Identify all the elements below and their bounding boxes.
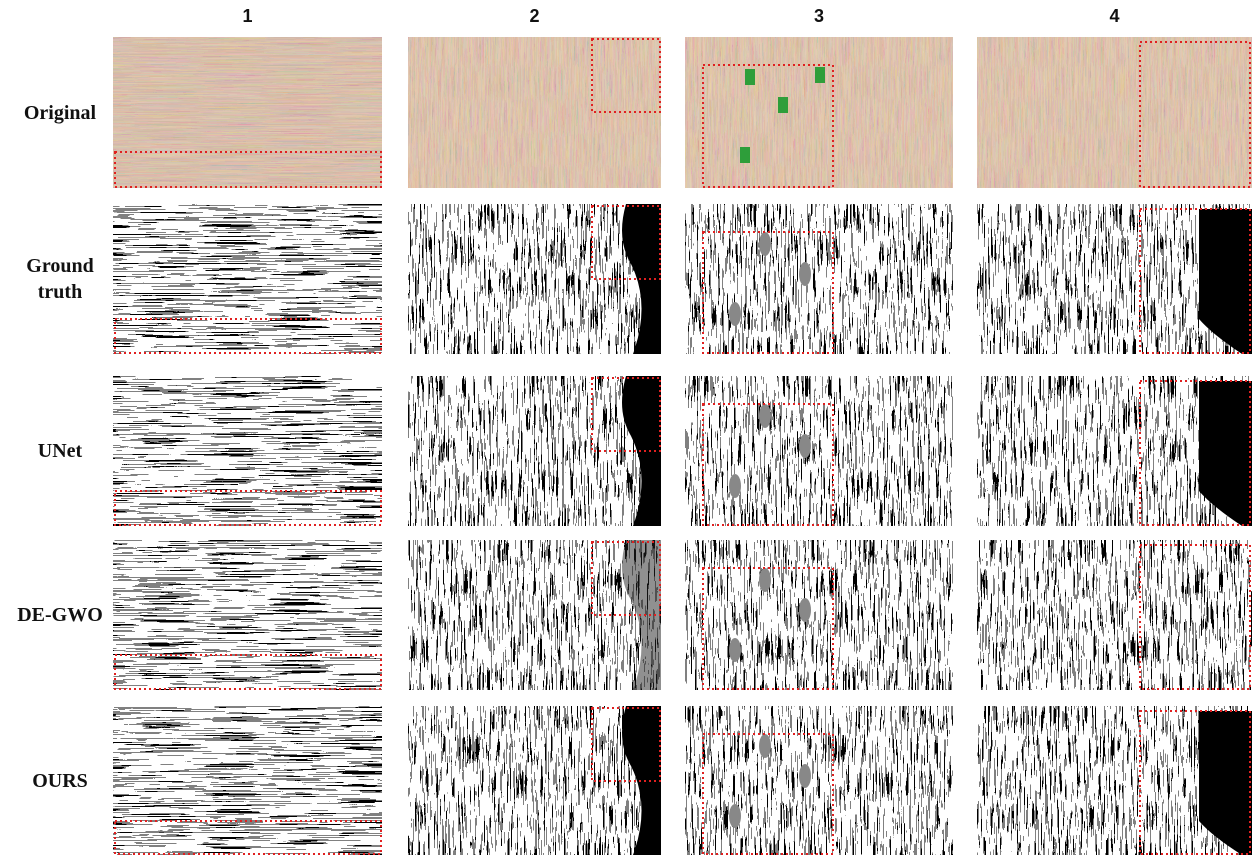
image-tile <box>408 204 661 354</box>
vehicle-mask <box>729 474 741 498</box>
image-tile <box>977 37 1252 188</box>
column-header: 1 <box>242 6 253 26</box>
image-tile <box>685 540 953 690</box>
highlight-box <box>702 403 834 526</box>
shadow-region <box>1199 381 1252 526</box>
image-tile <box>685 204 953 354</box>
vehicle-mask <box>759 404 771 428</box>
highlight-box <box>1139 710 1251 855</box>
row-label: Original <box>23 101 97 124</box>
vehicle-mask <box>759 568 771 592</box>
shadow-region <box>1199 209 1252 354</box>
vehicle-mask <box>729 638 741 662</box>
highlight-box <box>591 707 661 782</box>
vehicle-mask <box>799 764 811 788</box>
vehicle-mask <box>799 262 811 286</box>
highlight-box <box>1139 544 1251 690</box>
highlight-box <box>1139 41 1251 188</box>
vehicle-mask <box>799 434 811 458</box>
highlight-box <box>114 820 382 855</box>
image-tile <box>408 37 661 188</box>
shadow-region <box>622 204 661 354</box>
image-tile <box>113 540 382 690</box>
vehicle <box>778 97 788 113</box>
vehicle-mask <box>759 232 771 256</box>
image-tile <box>408 540 661 690</box>
shadow-region <box>622 540 661 690</box>
highlight-box <box>702 567 834 690</box>
image-tile <box>408 376 661 526</box>
vehicle <box>740 147 750 163</box>
column-header: 3 <box>813 6 824 26</box>
column-header: 4 <box>1109 6 1120 26</box>
image-tile <box>977 540 1252 690</box>
highlight-box <box>1139 380 1251 526</box>
image-tile <box>685 706 953 855</box>
column-header: 2 <box>529 6 540 26</box>
shadow-region <box>1199 711 1252 855</box>
row-label: UNet <box>37 440 83 462</box>
vehicle-mask <box>759 734 771 758</box>
image-tile <box>685 37 953 188</box>
vehicle-mask <box>729 302 741 326</box>
vehicle-mask <box>729 804 741 828</box>
vehicle-mask <box>799 598 811 622</box>
image-tile <box>113 706 382 855</box>
highlight-box <box>591 377 661 452</box>
vehicle <box>745 69 755 85</box>
row-label: DE-GWO <box>17 604 103 626</box>
highlight-box <box>702 64 834 188</box>
image-tile <box>113 376 382 526</box>
shadow-region <box>622 706 661 855</box>
highlight-box <box>702 231 834 354</box>
row-label: OURS <box>32 769 88 792</box>
highlight-box <box>702 733 834 855</box>
highlight-box <box>591 541 661 616</box>
highlight-box <box>591 205 661 280</box>
highlight-box <box>591 38 661 113</box>
highlight-box <box>1139 208 1251 354</box>
image-tile <box>113 204 382 354</box>
image-tile <box>685 376 953 526</box>
image-tile <box>408 706 661 855</box>
vehicle <box>815 67 825 83</box>
image-tile <box>113 37 382 188</box>
row-label: Ground truth <box>26 255 94 303</box>
shadow-region <box>622 376 661 526</box>
